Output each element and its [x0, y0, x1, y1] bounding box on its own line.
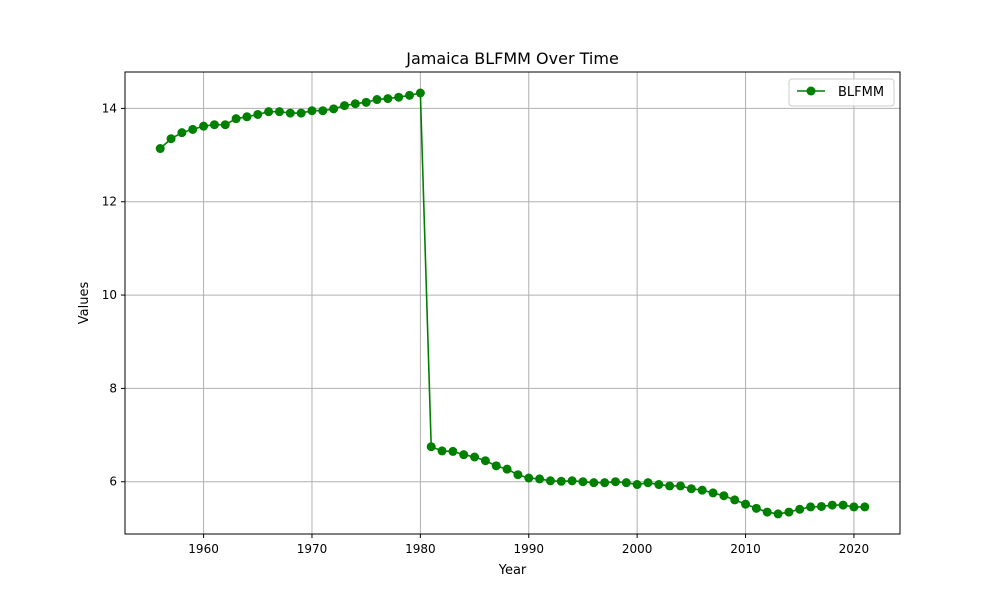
- data-point: [274, 107, 284, 117]
- x-tick-label: 1960: [188, 542, 219, 556]
- y-tick-label: 14: [102, 101, 117, 115]
- data-point: [545, 476, 555, 486]
- data-point: [480, 456, 490, 466]
- data-point: [719, 491, 729, 501]
- data-point: [415, 88, 425, 98]
- y-tick-label: 8: [109, 381, 117, 395]
- data-point: [773, 509, 783, 519]
- data-point: [372, 95, 382, 105]
- y-axis-label: Values: [77, 282, 92, 325]
- chart-title: Jamaica BLFMM Over Time: [405, 49, 619, 68]
- data-point: [231, 114, 241, 124]
- y-tick-label: 12: [102, 195, 117, 209]
- data-point: [188, 124, 198, 134]
- data-point: [838, 500, 848, 510]
- data-point: [361, 97, 371, 107]
- data-point: [567, 476, 577, 486]
- data-point: [166, 134, 176, 144]
- data-point: [405, 90, 415, 100]
- data-point: [155, 144, 165, 154]
- data-point: [697, 485, 707, 495]
- x-axis-label: Year: [498, 563, 527, 578]
- x-tick-label: 1980: [405, 542, 436, 556]
- data-point: [654, 480, 664, 490]
- y-tick-label: 6: [109, 475, 117, 489]
- data-point: [730, 495, 740, 505]
- data-point: [535, 474, 545, 484]
- data-point: [621, 478, 631, 488]
- data-point: [556, 476, 566, 486]
- data-point: [610, 477, 620, 487]
- data-point: [264, 107, 274, 117]
- data-point: [329, 104, 339, 114]
- data-point: [632, 480, 642, 490]
- data-point: [437, 446, 447, 456]
- data-point: [751, 503, 761, 513]
- data-point: [383, 94, 393, 104]
- legend-marker-swatch: [806, 86, 816, 96]
- legend-box: [788, 78, 895, 107]
- data-point: [242, 112, 252, 122]
- x-tick-label: 1970: [297, 542, 328, 556]
- data-point: [318, 106, 328, 116]
- data-point: [426, 442, 436, 452]
- plot-frame: [124, 71, 901, 535]
- data-point: [285, 108, 295, 118]
- data-point: [220, 120, 230, 130]
- data-point: [784, 507, 794, 517]
- x-tick-label: 1990: [513, 542, 544, 556]
- x-tick-label: 2010: [730, 542, 761, 556]
- data-point: [177, 128, 187, 138]
- data-point: [665, 481, 675, 491]
- data-point: [513, 470, 523, 480]
- data-point: [827, 500, 837, 510]
- data-point: [491, 461, 501, 471]
- data-point: [253, 109, 263, 119]
- series-layer: [155, 88, 870, 519]
- data-point: [502, 464, 512, 474]
- data-point: [741, 499, 751, 509]
- ticks: 1960 1970 1980 1990 2000 2010 2020 6 8 10 12 14: [102, 101, 869, 556]
- data-point: [394, 92, 404, 102]
- x-tick-label: 2020: [839, 542, 870, 556]
- data-point: [589, 478, 599, 488]
- legend-label: BLFMM: [838, 85, 884, 100]
- data-point: [459, 450, 469, 460]
- data-point: [686, 484, 696, 494]
- data-point: [350, 99, 360, 109]
- data-point: [209, 120, 219, 130]
- data-point: [339, 101, 349, 111]
- data-point: [849, 502, 859, 512]
- data-point: [762, 507, 772, 517]
- data-point: [307, 106, 317, 116]
- data-point: [448, 446, 458, 456]
- data-point: [643, 478, 653, 488]
- data-point: [524, 473, 534, 483]
- data-point: [708, 488, 718, 498]
- data-point: [296, 108, 306, 118]
- y-tick-label: 10: [102, 288, 117, 302]
- x-tick-label: 2000: [622, 542, 653, 556]
- grid: [125, 72, 900, 534]
- data-point: [470, 452, 480, 462]
- data-point: [578, 477, 588, 487]
- data-point: [795, 504, 805, 514]
- data-point: [860, 502, 870, 512]
- data-point: [199, 121, 209, 131]
- data-point: [600, 478, 610, 488]
- data-point: [676, 481, 686, 491]
- data-point: [806, 502, 816, 512]
- data-point: [816, 501, 826, 511]
- legend: BLFMM: [788, 78, 895, 107]
